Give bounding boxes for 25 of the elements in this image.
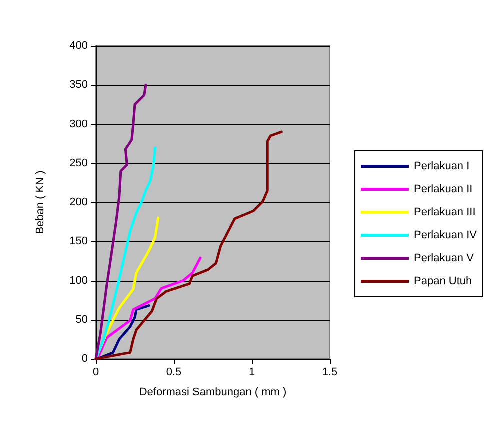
x-tick-label: 1.5 (322, 366, 338, 378)
line-series (96, 256, 202, 360)
y-tick-label: 50 (76, 314, 88, 326)
y-tick-label: 250 (70, 157, 88, 170)
x-tick-label: 0 (92, 366, 100, 378)
legend-label: Perlakuan II (414, 184, 473, 196)
legend-label: Perlakuan III (414, 206, 476, 218)
x-axis-title: Deformasi Sambungan ( mm ) (139, 386, 287, 398)
legend-label: Perlakuan I (414, 160, 470, 172)
legend-label: Papan Utuh (414, 276, 472, 288)
x-tick-label: 0.5 (166, 366, 182, 378)
y-tick-label: 0 (82, 353, 88, 365)
legend-label: Perlakuan V (414, 252, 475, 264)
line-series (94, 146, 157, 360)
y-axis-title: Beban ( KN ) (34, 170, 46, 234)
y-tick-label: 150 (70, 236, 88, 248)
y-tick-label: 300 (70, 118, 88, 130)
legend-label: Perlakuan IV (414, 230, 478, 242)
y-tick-label: 400 (70, 40, 88, 52)
y-tick-label: 200 (70, 196, 88, 208)
y-tick-label: 100 (70, 274, 88, 287)
x-tick-label: 1 (248, 366, 256, 378)
line-series (94, 130, 283, 360)
line-series (94, 84, 148, 360)
y-tick-label: 350 (70, 79, 88, 92)
